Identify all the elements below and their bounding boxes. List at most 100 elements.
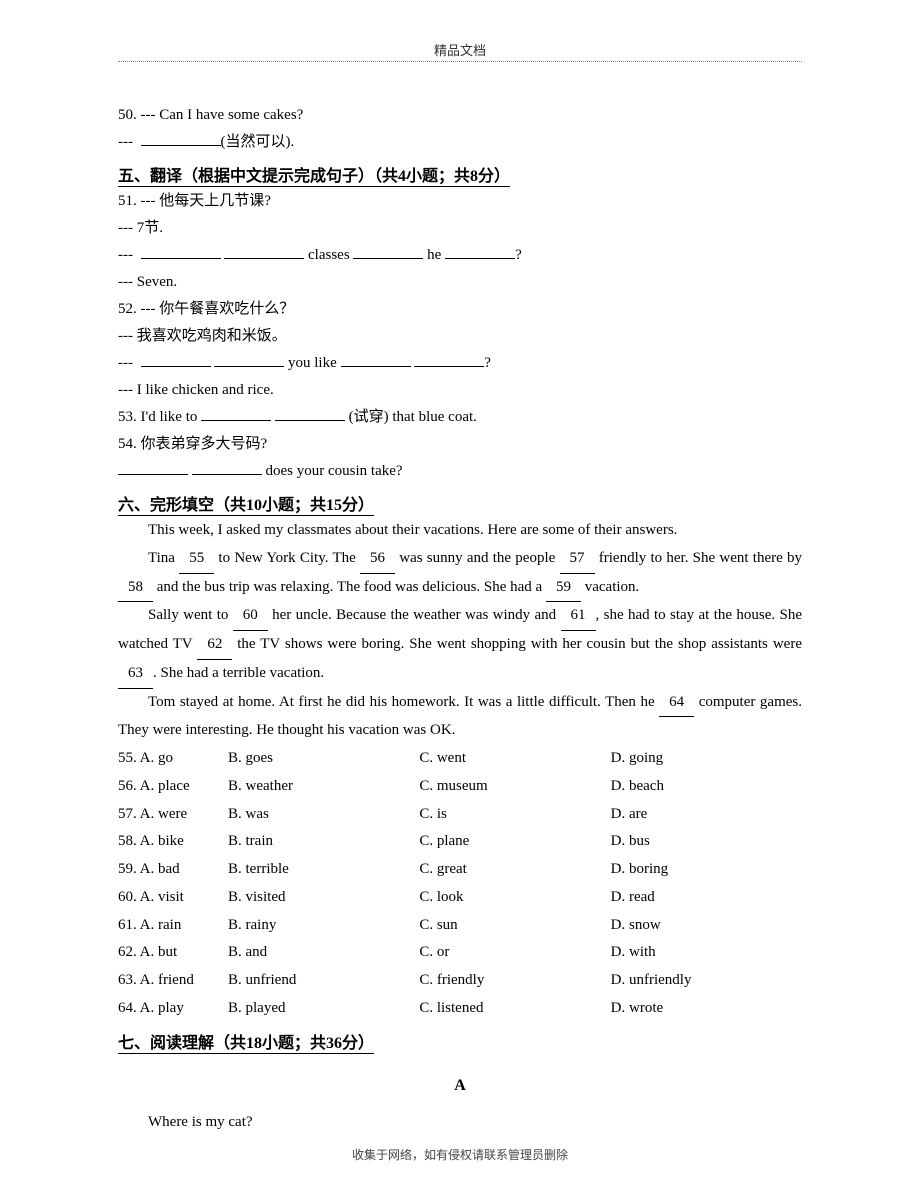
mc-row: 63. A. friendB. unfriendC. friendlyD. un… <box>118 967 802 995</box>
blank-64: 64 <box>659 689 694 718</box>
mc-b: B. was <box>228 801 419 829</box>
section7-title: 七、阅读理解（共18小题；共36分） <box>118 1029 802 1053</box>
blank <box>141 245 221 260</box>
t: Sally went to <box>148 607 233 623</box>
t: and the bus trip was relaxing. The food … <box>153 579 546 595</box>
blank-57: 57 <box>560 545 595 574</box>
q54-a: 54. 你表弟穿多大号码? <box>118 431 802 458</box>
section6-title: 六、完形填空（共10小题；共15分） <box>118 491 802 515</box>
blank-62: 62 <box>197 631 232 660</box>
t: the TV shows were boring. She went shopp… <box>232 636 802 652</box>
mc-c: C. sun <box>419 912 610 940</box>
blank <box>414 353 484 368</box>
mc-n: 62. A. but <box>118 939 228 967</box>
q53: 53. I'd like to (试穿) that blue coat. <box>118 404 802 431</box>
blank-58: 58 <box>118 574 153 603</box>
mc-b: B. visited <box>228 884 419 912</box>
mc-b: B. goes <box>228 745 419 773</box>
blank <box>341 353 411 368</box>
blank-60: 60 <box>233 602 268 631</box>
mc-c: C. look <box>419 884 610 912</box>
mc-row: 58. A. bikeB. trainC. planeD. bus <box>118 828 802 856</box>
q51-c: --- classes he ? <box>118 242 802 269</box>
mc-d: D. boring <box>611 856 802 884</box>
q52-d: --- I like chicken and rice. <box>118 377 802 404</box>
blank <box>445 245 515 260</box>
mc-n: 61. A. rain <box>118 912 228 940</box>
mc-n: 57. A. were <box>118 801 228 829</box>
cloze-p2: Tina 55 to New York City. The 56 was sun… <box>118 545 802 603</box>
blank <box>201 407 271 422</box>
t: Tina <box>148 550 179 566</box>
cloze-p1: This week, I asked my classmates about t… <box>118 517 802 545</box>
q51-d: --- Seven. <box>118 269 802 296</box>
mc-b: B. unfriend <box>228 967 419 995</box>
mc-c: C. went <box>419 745 610 773</box>
mc-c: C. or <box>419 939 610 967</box>
t: friendly to her. She went there by <box>595 550 802 566</box>
t: vacation. <box>581 579 639 595</box>
t: her uncle. Because the weather was windy… <box>268 607 561 623</box>
blank-55: 55 <box>179 545 214 574</box>
blank-63: 63 <box>118 660 153 689</box>
section7-title-text: 七、阅读理解（共18小题；共36分） <box>118 1035 374 1054</box>
passage-a-p1-text: Where is my cat? <box>148 1114 253 1130</box>
q52-w1: you like <box>288 355 337 371</box>
mc-b: B. weather <box>228 773 419 801</box>
mc-c: C. friendly <box>419 967 610 995</box>
q52-b: --- 我喜欢吃鸡肉和米饭。 <box>118 323 802 350</box>
mc-d: D. read <box>611 884 802 912</box>
mc-n: 55. A. go <box>118 745 228 773</box>
q51-b: --- 7节. <box>118 215 802 242</box>
mc-row: 64. A. playB. playedC. listenedD. wrote <box>118 995 802 1023</box>
mc-d: D. with <box>611 939 802 967</box>
mc-d: D. unfriendly <box>611 967 802 995</box>
q50-line1: 50. --- Can I have some cakes? <box>118 102 802 129</box>
mc-row: 62. A. butB. andC. orD. with <box>118 939 802 967</box>
blank-56: 56 <box>360 545 395 574</box>
section6-title-text: 六、完形填空（共10小题；共15分） <box>118 497 374 516</box>
mc-row: 56. A. placeB. weatherC. museumD. beach <box>118 773 802 801</box>
blank <box>275 407 345 422</box>
q53-b: (试穿) that blue coat. <box>349 409 477 425</box>
mc-c: C. great <box>419 856 610 884</box>
cloze-p3: Sally went to 60 her uncle. Because the … <box>118 602 802 688</box>
passage-a-p1: Where is my cat? <box>118 1109 802 1137</box>
q51-w1: classes <box>308 247 350 263</box>
mc-row: 61. A. rainB. rainyC. sunD. snow <box>118 912 802 940</box>
mc-d: D. wrote <box>611 995 802 1023</box>
blank <box>141 132 221 147</box>
q50-line2: --- (当然可以). <box>118 129 802 156</box>
blank-61: 61 <box>561 602 596 631</box>
blank-59: 59 <box>546 574 581 603</box>
mc-block: 55. A. goB. goesC. wentD. going 56. A. p… <box>118 745 802 1023</box>
q51-a: 51. --- 他每天上几节课? <box>118 188 802 215</box>
document-page: 精品文档 50. --- Can I have some cakes? --- … <box>0 0 920 1191</box>
mc-c: C. plane <box>419 828 610 856</box>
footer-label: 收集于网络，如有侵权请联系管理员删除 <box>0 1146 920 1163</box>
mc-row: 57. A. wereB. wasC. isD. are <box>118 801 802 829</box>
blank <box>118 461 188 476</box>
mc-row: 59. A. badB. terribleC. greatD. boring <box>118 856 802 884</box>
blank <box>192 461 262 476</box>
mc-b: B. and <box>228 939 419 967</box>
mc-b: B. rainy <box>228 912 419 940</box>
mc-n: 58. A. bike <box>118 828 228 856</box>
cloze-p1a: This week, I asked my classmates about t… <box>148 522 677 538</box>
mc-d: D. snow <box>611 912 802 940</box>
mc-row: 55. A. goB. goesC. wentD. going <box>118 745 802 773</box>
blank <box>353 245 423 260</box>
mc-n: 63. A. friend <box>118 967 228 995</box>
mc-n: 56. A. place <box>118 773 228 801</box>
t: to New York City. The <box>214 550 360 566</box>
q51-w2: he <box>427 247 441 263</box>
q50-hint: (当然可以). <box>221 134 295 150</box>
q54-b: does your cousin take? <box>118 458 802 485</box>
section5-title-text: 五、翻译（根据中文提示完成句子）（共4小题；共8分） <box>118 168 510 187</box>
mc-n: 60. A. visit <box>118 884 228 912</box>
blank <box>214 353 284 368</box>
cloze-p4: Tom stayed at home. At first he did his … <box>118 689 802 746</box>
header-rule <box>118 61 802 62</box>
header-label: 精品文档 <box>118 40 802 59</box>
t: Tom stayed at home. At first he did his … <box>148 694 659 710</box>
